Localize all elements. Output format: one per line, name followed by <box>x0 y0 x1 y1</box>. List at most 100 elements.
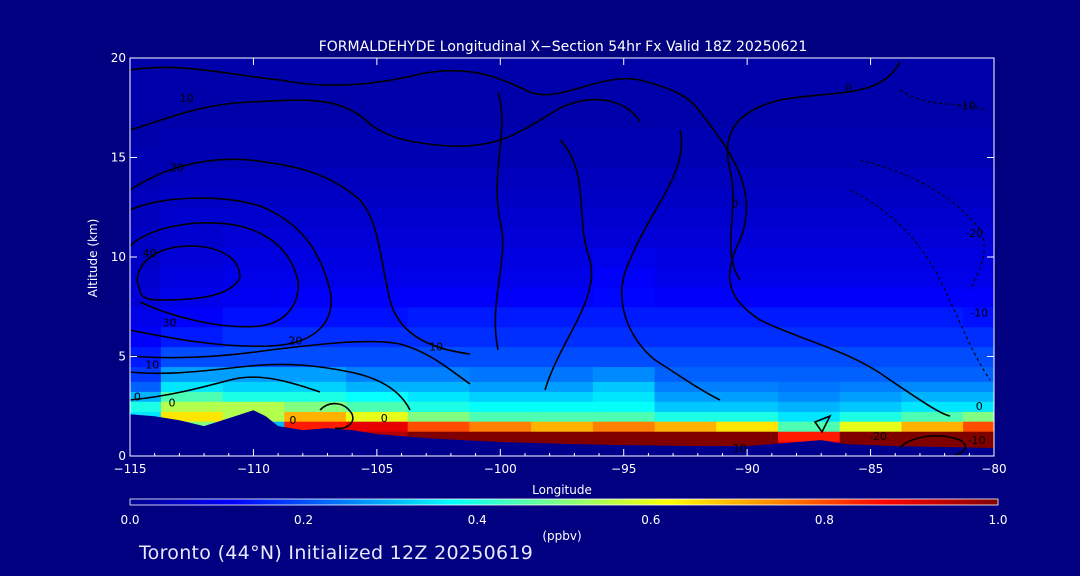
heatmap-cell <box>654 431 717 442</box>
heatmap-cell <box>346 127 409 149</box>
contour-label: 0 <box>169 396 176 409</box>
heatmap-cell <box>839 267 902 288</box>
heatmap-cell <box>901 247 964 268</box>
heatmap-cell <box>839 306 902 328</box>
heatmap-cell <box>284 107 347 129</box>
colorbar-unit-label: (ppbv) <box>542 529 581 543</box>
heatmap-cell <box>531 306 594 328</box>
heatmap-cell <box>839 391 902 402</box>
heatmap-cell <box>284 401 347 412</box>
heatmap-cell <box>963 167 994 188</box>
contour-line <box>849 189 991 381</box>
heatmap-cell <box>963 227 994 248</box>
y-axis: 0 5 10 15 20 <box>111 51 994 463</box>
heatmap-cell <box>963 346 994 368</box>
heatmap-cell <box>407 401 470 412</box>
heatmap-cell <box>592 87 656 109</box>
heatmap-cell <box>469 67 532 89</box>
heatmap-cell <box>531 401 594 412</box>
heatmap-cell <box>716 187 779 208</box>
heatmap-cell <box>778 421 841 432</box>
x-tick-label: −90 <box>734 462 759 476</box>
x-axis-label: Longitude <box>532 483 592 497</box>
heatmap-cell <box>963 366 994 382</box>
heatmap-cell <box>222 326 285 348</box>
heatmap-cell <box>716 167 779 188</box>
heatmap-cell <box>778 67 841 89</box>
heatmap-cell <box>839 411 902 422</box>
heatmap-cell <box>592 391 656 402</box>
heatmap-cell <box>407 107 470 129</box>
contour-label: -10 <box>968 434 986 447</box>
heatmap-cell <box>901 67 964 89</box>
heatmap-cell <box>901 107 964 129</box>
colorbar-tick-label: 0.8 <box>815 513 834 527</box>
heatmap-cell <box>160 67 224 89</box>
contour-line <box>621 129 721 401</box>
heatmap-cell <box>901 227 964 248</box>
contour-label: 0 <box>289 414 296 427</box>
heatmap-cell <box>839 207 902 228</box>
heatmap-cell <box>160 411 224 422</box>
contour-label: 0 <box>381 412 388 425</box>
heatmap-cell <box>284 247 347 268</box>
heatmap-cell <box>222 187 285 208</box>
heatmap-cell <box>654 306 717 328</box>
heatmap-cell <box>839 286 902 308</box>
colorbar-tick-label: 0.0 <box>120 513 139 527</box>
heatmap-cell <box>130 167 162 188</box>
heatmap-cell <box>130 127 162 149</box>
heatmap-cell <box>531 67 594 89</box>
heatmap-cell <box>901 127 964 149</box>
heatmap-cell <box>654 127 717 149</box>
heatmap-cell <box>469 107 532 129</box>
heatmap-cell <box>222 207 285 228</box>
contour-label: 20 <box>288 335 302 348</box>
heatmap-cell <box>407 326 470 348</box>
heatmap-cell <box>284 391 347 402</box>
contour-label: -10 <box>958 100 976 113</box>
heatmap-cell <box>963 401 994 412</box>
contour-lines <box>130 61 991 456</box>
heatmap-cell <box>839 366 902 382</box>
heatmap-cell <box>130 391 162 402</box>
colorbar-tick-label: 0.4 <box>468 513 487 527</box>
heatmap-cell <box>284 58 347 69</box>
heatmap-cell <box>592 147 656 169</box>
heatmap-cell <box>407 421 470 432</box>
heatmap-cell <box>778 207 841 228</box>
heatmap-cell <box>654 326 717 348</box>
heatmap-cell <box>716 366 779 382</box>
heatmap-cell <box>654 207 717 228</box>
heatmap-cell <box>531 391 594 402</box>
heatmap-cell <box>901 187 964 208</box>
heatmap-cell <box>407 147 470 169</box>
heatmap-cell <box>130 381 162 392</box>
heatmap-cell <box>654 401 717 412</box>
heatmap-cell <box>778 366 841 382</box>
heatmap-cell <box>222 147 285 169</box>
contour-label: 40 <box>143 247 157 260</box>
heatmap-cell <box>778 147 841 169</box>
heatmap-cell <box>160 326 224 348</box>
heatmap-cell <box>654 267 717 288</box>
y-tick-label: 15 <box>111 151 126 165</box>
heatmap-cell <box>778 326 841 348</box>
heatmap-cell <box>531 127 594 149</box>
heatmap-cell <box>469 247 532 268</box>
heatmap-cell <box>130 247 162 268</box>
heatmap-cell <box>901 207 964 228</box>
heatmap-cell <box>284 227 347 248</box>
heatmap-cell <box>839 326 902 348</box>
heatmap-cell <box>963 286 994 308</box>
heatmap-cell <box>592 381 656 392</box>
heatmap-cell <box>130 87 162 109</box>
contour-line <box>859 159 985 291</box>
heatmap-cell <box>531 107 594 129</box>
heatmap-cell <box>901 267 964 288</box>
heatmap-cell <box>716 421 779 432</box>
contour-label: 10 <box>145 358 159 371</box>
heatmap-cell <box>839 431 902 442</box>
heatmap-cell <box>531 227 594 248</box>
heatmap-cell <box>654 391 717 402</box>
